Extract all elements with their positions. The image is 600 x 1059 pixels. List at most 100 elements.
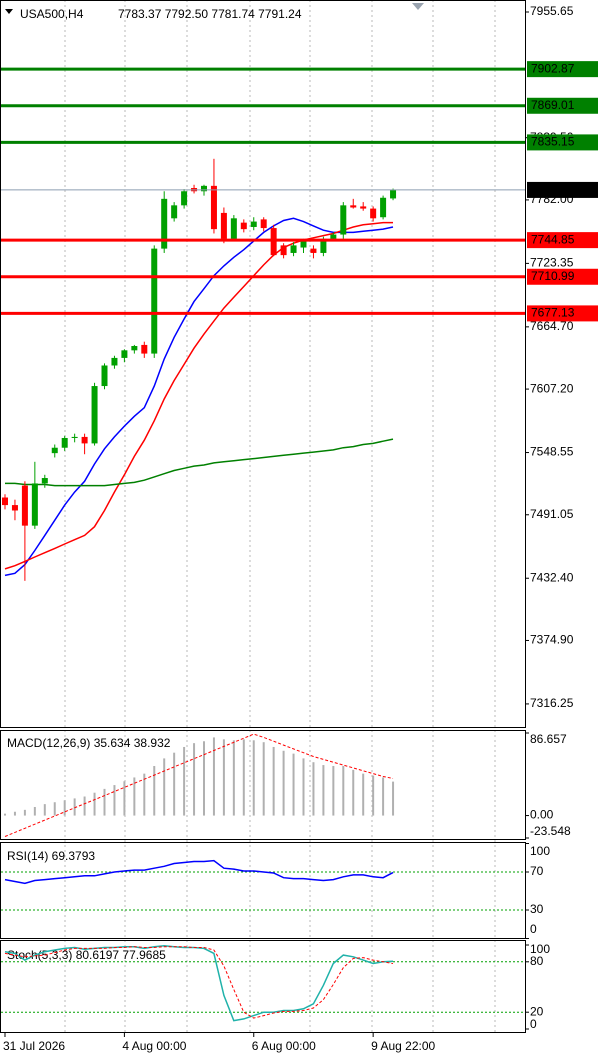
macd-bar (13, 811, 16, 816)
y-tick-label: 100 (530, 942, 550, 956)
x-tick-label: 9 Aug 22:00 (371, 1039, 435, 1053)
macd-bar (302, 758, 305, 816)
candle-body (181, 191, 188, 206)
candle-body (41, 478, 48, 484)
candle-body (210, 185, 217, 230)
indicator-line (4, 217, 394, 577)
candle-body (260, 219, 267, 229)
macd-bar (103, 788, 106, 816)
macd-label: MACD(12,26,9) 35.634 38.932 (7, 736, 171, 750)
level-label: 7902.87 (531, 61, 575, 75)
macd-bar (282, 750, 285, 816)
macd-bar (63, 800, 66, 816)
macd-bar (163, 758, 166, 816)
last-price-box (527, 181, 598, 198)
level-label: 7744.85 (531, 232, 575, 246)
macd-panel (0, 730, 526, 840)
level-label: 7710.99 (531, 269, 575, 283)
main-panel (0, 0, 526, 728)
candle-body (320, 238, 327, 253)
candle-body (380, 197, 387, 218)
macd-bar (33, 806, 36, 816)
y-tick-label: 0.00 (530, 808, 554, 822)
macd-bar (352, 769, 355, 816)
y-tick-label: 7723.35 (530, 256, 574, 270)
candle-body (101, 365, 108, 387)
rsi-panel (0, 842, 526, 939)
rsi-label: RSI(14) 69.3793 (7, 849, 95, 863)
x-tick-label: 4 Aug 00:00 (122, 1039, 186, 1053)
candle-body (81, 436, 88, 444)
macd-bar (73, 798, 76, 816)
ohlc-text: 7783.37 7792.50 7781.74 7791.24 (118, 7, 302, 21)
candle-body (240, 222, 247, 230)
candle-body (71, 436, 78, 438)
y-tick-label: -23.548 (530, 824, 571, 838)
vertical-grid (64, 0, 496, 1033)
y-tick-label: 80 (530, 954, 544, 968)
y-tick-label: 20 (530, 1004, 544, 1018)
indicator-line (5, 438, 394, 487)
y-tick-label: 7316.25 (530, 696, 574, 710)
macd-bar (143, 773, 146, 816)
candle-body (11, 505, 18, 511)
macd-bar (312, 762, 315, 816)
y-tick-label: 86.657 (530, 732, 567, 746)
y-tick-label: 7607.20 (530, 381, 574, 395)
candle-body (230, 218, 237, 239)
indicator-line (4, 221, 393, 570)
macd-bar (133, 777, 136, 816)
candle-body (360, 206, 367, 209)
candle-body (2, 497, 8, 506)
y-tick-label: 7548.55 (530, 445, 574, 459)
last-price-label: 7791.24 (531, 182, 575, 196)
indicator-line (4, 859, 394, 885)
macd-bar (392, 781, 395, 816)
y-tick-label: 7955.65 (530, 4, 574, 18)
y-tick-label: 0 (530, 922, 537, 936)
level-label: 7677.13 (531, 306, 575, 320)
candle-body (290, 245, 297, 253)
level-label-box (527, 305, 598, 322)
candle-body (310, 248, 317, 253)
candle-body (121, 350, 128, 358)
y-tick-label: 7432.40 (530, 570, 574, 584)
symbol-title: USA500,H4 (20, 7, 84, 21)
level-label-box (527, 61, 598, 78)
level-label-box (527, 268, 598, 285)
level-label-box (527, 232, 598, 249)
candle-body (161, 198, 168, 249)
macd-bar (222, 739, 225, 816)
candle-body (390, 189, 397, 199)
candle-body (300, 241, 307, 248)
macd-bar (242, 739, 245, 816)
menu-arrow (5, 9, 13, 14)
candle-body (31, 483, 38, 526)
candle-body (171, 205, 178, 219)
macd-bar (342, 766, 345, 816)
level-label-box (527, 134, 598, 151)
x-tick-label: 31 Jul 2026 (3, 1039, 65, 1053)
macd-bar (83, 796, 86, 816)
y-tick-label: 30 (530, 902, 544, 916)
candle-body (280, 245, 287, 256)
macd-bar (23, 809, 26, 816)
candle-body (350, 205, 357, 208)
macd-bar (193, 743, 196, 816)
macd-bar (93, 792, 96, 816)
macd-bar (382, 777, 385, 816)
candle-body (131, 346, 138, 351)
macd-bar (332, 766, 335, 816)
candle-body (141, 344, 148, 354)
x-tick-label: 6 Aug 00:00 (252, 1039, 316, 1053)
y-tick-label: 7664.70 (530, 319, 574, 333)
candle-body (340, 205, 347, 235)
macd-bar (183, 746, 186, 816)
candle-body (91, 386, 98, 444)
stoch-panel (0, 940, 526, 1033)
macd-bar (203, 741, 205, 816)
candle-body (21, 485, 28, 526)
